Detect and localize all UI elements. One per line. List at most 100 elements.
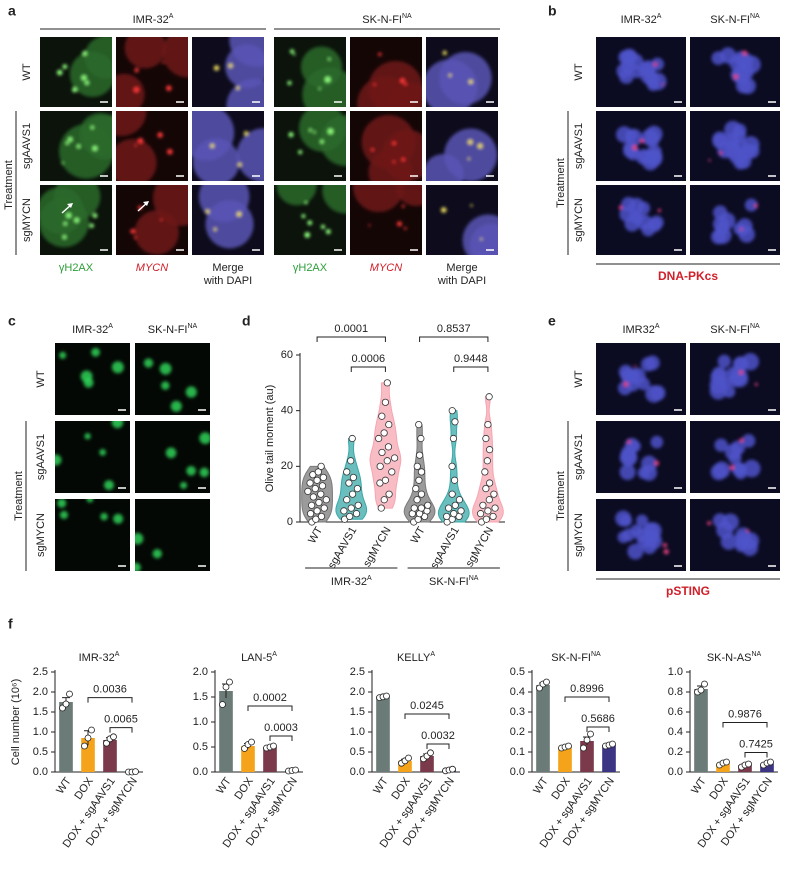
data-point bbox=[380, 429, 388, 437]
cell bbox=[322, 185, 346, 214]
data-point bbox=[448, 462, 456, 470]
y-tick-label: 0 bbox=[287, 516, 293, 528]
column-header-main: SK-N-FI bbox=[710, 324, 750, 336]
spot bbox=[307, 220, 313, 226]
micrograph-content bbox=[617, 355, 666, 403]
data-point bbox=[697, 686, 705, 694]
chart-title: LAN-5A bbox=[241, 651, 277, 664]
spot bbox=[56, 69, 63, 76]
cell bbox=[113, 513, 124, 524]
y-tick-label: 2.5 bbox=[350, 666, 365, 678]
cell bbox=[637, 534, 651, 548]
column-header-main: IMR32 bbox=[622, 324, 654, 336]
data-point bbox=[413, 496, 421, 504]
spot bbox=[403, 227, 407, 230]
channel-label: γH2AX bbox=[59, 262, 94, 274]
data-point bbox=[348, 434, 356, 443]
cell bbox=[469, 223, 498, 255]
y-tick-label: 1.5 bbox=[33, 706, 48, 718]
data-point bbox=[427, 749, 434, 757]
data-point bbox=[309, 493, 317, 501]
data-point bbox=[391, 454, 399, 462]
micrograph-content bbox=[57, 499, 124, 524]
data-point bbox=[701, 680, 708, 688]
cell bbox=[713, 461, 731, 479]
chart-title-sup: NA bbox=[751, 651, 761, 658]
bar bbox=[716, 763, 730, 772]
spot bbox=[657, 208, 661, 213]
y-tick-label: 2.0 bbox=[33, 686, 48, 698]
y-tick-label: 0.2 bbox=[510, 726, 525, 738]
micrograph-content bbox=[59, 113, 112, 179]
cell bbox=[124, 37, 166, 69]
spot bbox=[708, 159, 711, 162]
group-label-main: SK-N-FI bbox=[429, 576, 469, 588]
spot bbox=[707, 521, 712, 526]
p-value: 0.9448 bbox=[454, 353, 488, 365]
data-point bbox=[767, 758, 774, 766]
cell bbox=[116, 73, 145, 107]
cell bbox=[135, 532, 144, 545]
chart-title: SK-N-FINA bbox=[551, 651, 601, 664]
spot bbox=[130, 228, 136, 234]
y-tick-label: 1.0 bbox=[668, 666, 683, 678]
spot bbox=[663, 549, 669, 555]
data-point bbox=[609, 740, 616, 748]
data-point bbox=[417, 434, 425, 443]
spot bbox=[166, 148, 173, 155]
micrograph-content bbox=[143, 358, 197, 412]
data-point bbox=[292, 766, 299, 774]
panel-letter: b bbox=[548, 3, 557, 19]
panel-letter: a bbox=[8, 3, 16, 19]
spot bbox=[400, 78, 406, 84]
data-point bbox=[415, 476, 423, 484]
column-header-main: SK-N-FI bbox=[148, 324, 188, 336]
data-point bbox=[580, 744, 587, 752]
data-point bbox=[353, 484, 362, 493]
channel-label: MYCN bbox=[136, 262, 168, 274]
data-point bbox=[248, 738, 255, 746]
micrograph-content bbox=[616, 48, 667, 92]
y-tick-label: 2.0 bbox=[350, 686, 365, 698]
cell bbox=[91, 347, 101, 357]
data-point bbox=[565, 742, 572, 750]
spot bbox=[81, 75, 87, 81]
cell bbox=[744, 198, 758, 212]
micrograph-content bbox=[711, 47, 761, 95]
cell bbox=[116, 111, 147, 137]
row-label: WT bbox=[573, 63, 585, 80]
chart-title: IMR-32A bbox=[79, 651, 120, 664]
cell bbox=[162, 37, 188, 78]
cell bbox=[631, 212, 644, 225]
spot bbox=[134, 144, 137, 147]
micrograph-content bbox=[361, 115, 422, 181]
spot bbox=[467, 157, 471, 161]
data-point bbox=[450, 510, 458, 518]
micrograph-content bbox=[288, 111, 346, 166]
row-group-label: Treatment bbox=[555, 158, 567, 208]
data-point bbox=[491, 504, 499, 512]
data-point bbox=[314, 468, 322, 476]
data-point bbox=[483, 457, 491, 465]
row-label: sgAAVS1 bbox=[573, 434, 585, 480]
data-point bbox=[317, 462, 325, 470]
spot bbox=[392, 141, 396, 146]
micrograph-content bbox=[40, 185, 101, 248]
p-value: 0.0245 bbox=[410, 700, 444, 712]
y-axis-label: Olive tail moment (au) bbox=[264, 385, 276, 493]
significance-bracket bbox=[404, 713, 450, 719]
data-point bbox=[84, 734, 92, 742]
data-point bbox=[309, 471, 317, 479]
data-point bbox=[484, 420, 492, 429]
y-tick-label: 0.5 bbox=[350, 746, 365, 758]
data-point bbox=[482, 484, 490, 493]
data-point bbox=[340, 507, 348, 515]
significance-bracket bbox=[109, 727, 133, 733]
spot bbox=[237, 162, 242, 167]
y-tick-label: 0.5 bbox=[193, 741, 208, 753]
bar bbox=[103, 740, 117, 772]
spot bbox=[228, 63, 233, 69]
spot bbox=[308, 128, 312, 132]
column-header-sup: NA bbox=[750, 323, 760, 330]
data-point bbox=[317, 490, 325, 498]
